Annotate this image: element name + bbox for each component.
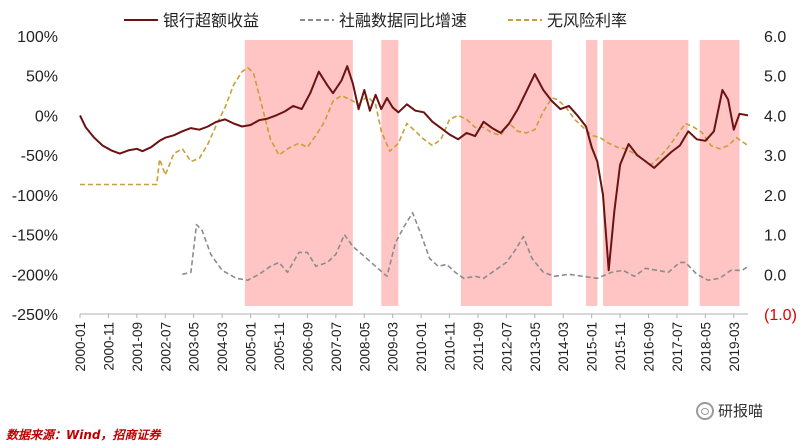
series-line xyxy=(79,65,749,272)
x-tick-label: 2002-07 xyxy=(158,322,173,372)
source-note: 数据来源：Wind，招商证券 xyxy=(6,428,161,442)
right-tick-label: 6.0 xyxy=(764,29,786,46)
wechat-icon xyxy=(696,401,714,420)
x-axis-ticks: 2000-01 2000-11 2001-09 2002-07 2003-05 2004-… xyxy=(73,314,742,372)
right-tick-label: (1.0) xyxy=(764,307,797,324)
right-tick-label: 1.0 xyxy=(764,228,786,245)
shaded-period xyxy=(381,40,399,306)
left-tick-label: 0% xyxy=(35,108,58,125)
legend-label: 无风险利率 xyxy=(547,11,627,30)
right-tick-label: 3.0 xyxy=(764,148,786,165)
series-lines xyxy=(79,65,749,281)
x-tick-label: 2010-11 xyxy=(443,322,458,371)
series-line xyxy=(80,67,749,186)
x-tick-label: 2005-11 xyxy=(272,322,287,371)
watermark-label: 研报喵 xyxy=(718,402,764,420)
left-tick-label: -50% xyxy=(21,148,58,165)
legend-label: 银行超额收益 xyxy=(163,11,259,30)
legend: 银行超额收益 社融数据同比增速 无风险利率 xyxy=(124,11,627,30)
left-tick-label: -100% xyxy=(12,188,58,205)
right-tick-label: 4.0 xyxy=(764,108,786,125)
x-tick-label: 2004-03 xyxy=(215,322,230,372)
right-axis-ticks: 6.0 5.0 4.0 3.0 2.0 1.0 0.0 (1.0) xyxy=(764,29,797,324)
x-tick-label: 2015-01 xyxy=(585,322,600,372)
x-tick-label: 2013-05 xyxy=(528,322,543,372)
x-tick-label: 2019-03 xyxy=(727,322,742,372)
x-tick-label: 2000-11 xyxy=(101,322,116,371)
x-tick-label: 2001-09 xyxy=(130,322,145,372)
x-tick-label: 2005-01 xyxy=(244,322,259,372)
watermark: 研报喵 xyxy=(696,400,763,421)
x-tick-label: 2014-03 xyxy=(556,322,571,372)
x-tick-label: 2015-11 xyxy=(613,322,628,371)
right-tick-label: 5.0 xyxy=(764,69,786,86)
x-tick-label: 2000-01 xyxy=(73,322,88,372)
shaded-period xyxy=(699,40,740,306)
x-tick-label: 2016-09 xyxy=(642,322,657,372)
x-tick-label: 2007-07 xyxy=(329,322,344,372)
x-tick-label: 2008-05 xyxy=(357,322,372,372)
left-tick-label: -200% xyxy=(12,267,58,284)
series-line xyxy=(182,211,749,281)
left-tick-label: -150% xyxy=(12,228,58,245)
x-tick-label: 2009-03 xyxy=(386,322,401,372)
x-tick-label: 2011-09 xyxy=(471,322,486,371)
x-tick-label: 2010-01 xyxy=(414,322,429,372)
x-tick-label: 2018-05 xyxy=(698,322,713,372)
left-tick-label: -250% xyxy=(12,307,58,324)
legend-label: 社融数据同比增速 xyxy=(339,11,467,30)
shaded-period xyxy=(244,40,353,306)
x-tick-label: 2017-07 xyxy=(670,322,685,372)
shaded-period xyxy=(585,40,598,306)
shaded-periods xyxy=(244,40,740,306)
right-tick-label: 2.0 xyxy=(764,188,786,205)
shaded-period xyxy=(603,40,689,306)
left-tick-label: 50% xyxy=(26,69,58,86)
x-tick-label: 2012-07 xyxy=(499,322,514,372)
x-tick-label: 2003-05 xyxy=(187,322,202,372)
right-tick-label: 0.0 xyxy=(764,267,786,284)
left-tick-label: 100% xyxy=(17,29,58,46)
x-tick-label: 2006-09 xyxy=(300,322,315,372)
left-axis-ticks: 100% 50% 0% -50% -100% -150% -200% -250% xyxy=(12,29,58,324)
